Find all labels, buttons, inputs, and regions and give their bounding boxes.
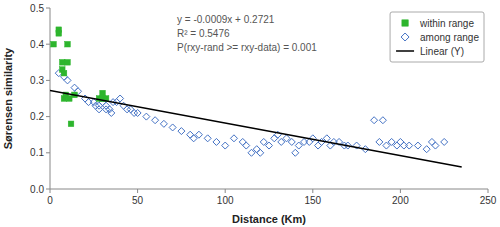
series-2 bbox=[50, 90, 462, 167]
tick-label: 0.2 bbox=[30, 111, 44, 122]
point bbox=[266, 142, 273, 149]
point bbox=[432, 142, 439, 149]
legend-label: within range bbox=[419, 18, 474, 29]
point bbox=[230, 135, 237, 142]
tick-mark bbox=[46, 8, 50, 9]
point bbox=[178, 128, 185, 135]
point bbox=[371, 117, 378, 124]
point bbox=[71, 84, 78, 91]
point bbox=[61, 70, 67, 76]
point bbox=[257, 149, 264, 156]
tick-mark bbox=[137, 189, 138, 193]
tick-label: 0.5 bbox=[30, 3, 44, 14]
point bbox=[222, 142, 229, 149]
point bbox=[169, 124, 176, 131]
point bbox=[59, 60, 65, 66]
point bbox=[56, 31, 62, 37]
point bbox=[397, 138, 404, 145]
point bbox=[187, 131, 194, 138]
point bbox=[315, 142, 322, 149]
legend-swatch bbox=[402, 20, 408, 26]
point bbox=[100, 90, 106, 96]
series-0 bbox=[51, 27, 109, 127]
point bbox=[204, 135, 211, 142]
point bbox=[64, 77, 71, 84]
point bbox=[213, 138, 220, 145]
chart: 0.0 0.1 0.2 0.3 0.4 0.5 0 50 100 150 200 250 Distanc… bbox=[0, 0, 500, 227]
legend-box bbox=[390, 12, 484, 62]
point bbox=[117, 95, 124, 102]
legend-swatch bbox=[396, 50, 414, 52]
point bbox=[441, 138, 448, 145]
tick-label: 50 bbox=[132, 195, 144, 206]
point bbox=[152, 117, 159, 124]
point bbox=[108, 109, 115, 116]
axes: 0.0 0.1 0.2 0.3 0.4 0.5 0 50 100 150 200 250 bbox=[30, 3, 497, 207]
legend: within range among range Linear (Y) bbox=[390, 12, 484, 62]
tick-mark bbox=[488, 189, 489, 193]
point bbox=[160, 120, 167, 127]
tick-label: 0.0 bbox=[30, 184, 44, 195]
point bbox=[65, 60, 71, 66]
tick-mark bbox=[400, 189, 401, 193]
point bbox=[66, 96, 72, 102]
legend-swatch bbox=[401, 33, 409, 41]
annotation: y = -0.0009x + 0.2721 bbox=[177, 14, 275, 25]
point bbox=[376, 138, 383, 145]
tick-label: 0 bbox=[47, 195, 53, 206]
tick-label: 0.1 bbox=[30, 147, 44, 158]
point bbox=[65, 41, 71, 47]
legend-label: Linear (Y) bbox=[420, 46, 464, 57]
point bbox=[379, 117, 386, 124]
tick-mark bbox=[312, 189, 313, 193]
regression-line bbox=[50, 90, 462, 167]
annotations: y = -0.0009x + 0.2721 R² = 0.5476 P(rxy-ra… bbox=[177, 14, 317, 53]
point bbox=[134, 109, 141, 116]
tick-mark bbox=[46, 44, 50, 45]
point bbox=[96, 102, 103, 109]
tick-mark bbox=[225, 189, 226, 193]
series-1 bbox=[55, 70, 447, 157]
point bbox=[428, 138, 435, 145]
tick-mark bbox=[46, 116, 50, 117]
tick-label: 150 bbox=[304, 195, 321, 206]
tick-label: 100 bbox=[217, 195, 234, 206]
annotation: P(rxy-rand >= rxy-data) = 0.001 bbox=[177, 42, 317, 53]
tick-mark bbox=[46, 80, 50, 81]
x-axis-line bbox=[50, 189, 488, 190]
tick-mark bbox=[46, 189, 50, 190]
annotation: R² = 0.5476 bbox=[177, 28, 230, 39]
point bbox=[51, 41, 57, 47]
point bbox=[288, 138, 295, 145]
y-axis-label: Sørensen similarity bbox=[2, 47, 14, 149]
point bbox=[393, 142, 400, 149]
point bbox=[292, 149, 299, 156]
x-axis-label: Distance (Km) bbox=[232, 213, 306, 225]
point bbox=[414, 142, 421, 149]
point bbox=[195, 131, 202, 138]
point bbox=[253, 146, 260, 153]
point bbox=[127, 106, 134, 113]
tick-label: 0.4 bbox=[30, 39, 44, 50]
point bbox=[239, 138, 246, 145]
tick-label: 200 bbox=[392, 195, 409, 206]
point bbox=[406, 142, 413, 149]
legend-label: among range bbox=[420, 32, 479, 43]
tick-label: 0.3 bbox=[30, 75, 44, 86]
y-axis-line bbox=[50, 8, 51, 189]
point bbox=[271, 135, 278, 142]
point bbox=[68, 121, 74, 127]
tick-mark bbox=[46, 152, 50, 153]
point bbox=[243, 142, 250, 149]
tick-mark bbox=[50, 189, 51, 193]
point bbox=[423, 146, 430, 153]
tick-label: 250 bbox=[480, 195, 497, 206]
point bbox=[143, 113, 150, 120]
